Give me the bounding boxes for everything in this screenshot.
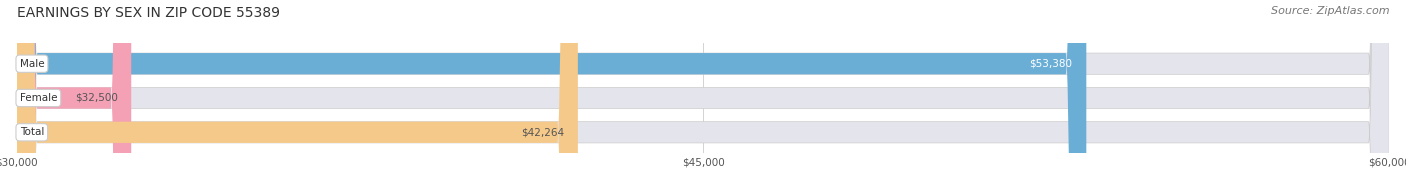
Text: $32,500: $32,500 <box>75 93 118 103</box>
FancyBboxPatch shape <box>17 0 1389 196</box>
Text: Total: Total <box>20 127 44 137</box>
FancyBboxPatch shape <box>17 0 131 196</box>
FancyBboxPatch shape <box>17 0 1389 196</box>
Text: Male: Male <box>20 59 44 69</box>
FancyBboxPatch shape <box>17 0 578 196</box>
Text: EARNINGS BY SEX IN ZIP CODE 55389: EARNINGS BY SEX IN ZIP CODE 55389 <box>17 6 280 20</box>
FancyBboxPatch shape <box>17 0 1389 196</box>
Text: Female: Female <box>20 93 58 103</box>
Text: $42,264: $42,264 <box>522 127 564 137</box>
FancyBboxPatch shape <box>17 0 1087 196</box>
Text: Source: ZipAtlas.com: Source: ZipAtlas.com <box>1271 6 1389 16</box>
Text: $53,380: $53,380 <box>1029 59 1073 69</box>
